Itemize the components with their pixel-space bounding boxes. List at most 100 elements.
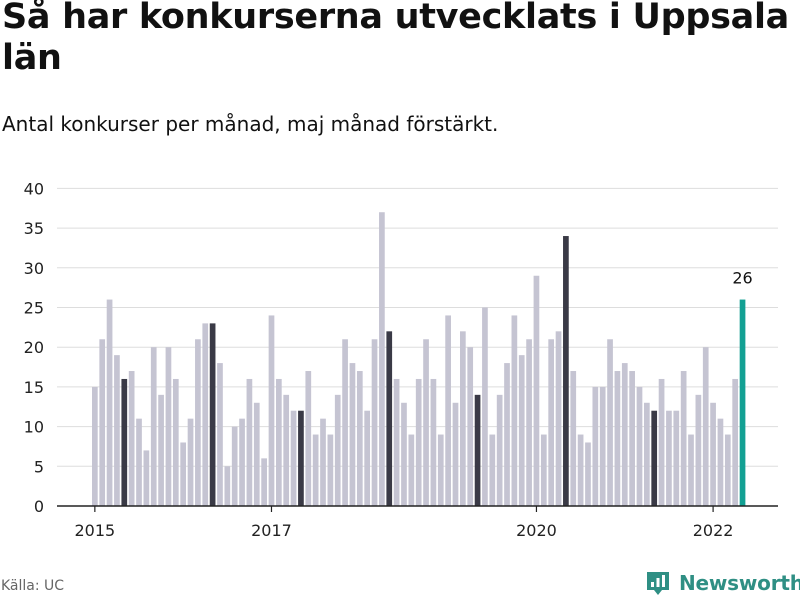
bar <box>305 371 312 506</box>
newsworthy-logo[interactable]: Newsworthy <box>645 568 800 598</box>
bar <box>290 410 297 506</box>
bar <box>364 410 371 506</box>
x-axis <box>57 505 778 512</box>
x-tick-label: 2015 <box>74 521 115 540</box>
bar <box>467 347 474 506</box>
y-tick-label: 30 <box>24 259 44 278</box>
bar <box>489 434 496 506</box>
bar <box>526 339 532 506</box>
bar <box>401 402 407 506</box>
bar <box>253 402 260 506</box>
bar <box>724 434 731 506</box>
bar <box>540 434 547 506</box>
bar <box>629 371 635 506</box>
bar <box>702 347 709 506</box>
bar <box>150 347 157 506</box>
y-tick-label: 40 <box>24 179 44 198</box>
bar <box>673 410 680 506</box>
bar <box>658 378 665 506</box>
bar <box>239 418 245 506</box>
bar <box>666 410 672 506</box>
bar <box>415 378 422 506</box>
bar <box>621 363 628 506</box>
y-tick-label: 0 <box>34 497 44 516</box>
bar <box>518 355 525 506</box>
bar <box>298 410 304 506</box>
bar <box>379 212 385 506</box>
x-tick-label: 2017 <box>251 521 292 540</box>
bar <box>261 458 267 506</box>
bar <box>128 371 135 506</box>
x-tick-label: 2020 <box>516 521 557 540</box>
bar <box>121 378 128 506</box>
bar <box>276 378 282 506</box>
bar <box>607 339 613 506</box>
bar <box>143 450 150 506</box>
bar <box>371 339 378 506</box>
bar <box>180 442 187 506</box>
bar <box>599 386 606 506</box>
bar <box>651 410 658 506</box>
bar <box>224 466 231 506</box>
bar <box>445 315 451 506</box>
y-tick-label: 25 <box>24 299 44 318</box>
bar-chart: 0 5 10 15 20 25 30 35 40 2015 2017 2020 2022 26 <box>24 179 778 540</box>
bar <box>349 363 356 506</box>
bar <box>393 378 400 506</box>
bar <box>430 378 437 506</box>
bar <box>408 434 415 506</box>
bar <box>106 299 113 506</box>
bar <box>246 378 253 506</box>
bar <box>172 378 179 506</box>
bar <box>644 402 650 506</box>
bar <box>732 378 739 506</box>
bar <box>511 315 518 506</box>
bar <box>158 394 164 506</box>
bar <box>386 331 393 506</box>
bar <box>283 394 290 506</box>
bar <box>533 275 540 506</box>
bar <box>268 315 275 506</box>
y-tick-label: 15 <box>24 378 44 397</box>
bar <box>585 442 591 506</box>
bar <box>614 371 621 506</box>
y-tick-label: 10 <box>24 418 44 437</box>
y-tick-label: 20 <box>24 338 44 357</box>
bar <box>680 371 687 506</box>
bar <box>165 347 172 506</box>
chart-subtitle: Antal konkurser per månad, maj månad för… <box>2 112 499 136</box>
bar <box>99 339 106 506</box>
chart-title: Så har konkurserna utvecklats i Uppsala … <box>2 0 789 78</box>
bar <box>92 386 98 506</box>
y-tick-label: 35 <box>24 219 44 238</box>
bar <box>717 418 724 506</box>
bar <box>423 339 429 506</box>
bar <box>548 339 555 506</box>
bar <box>688 434 694 506</box>
bar <box>563 236 569 506</box>
newsworthy-logo-icon <box>647 572 669 595</box>
bar <box>636 386 643 506</box>
bar <box>327 434 334 506</box>
latest-value-label: 26 <box>732 269 752 288</box>
bar <box>710 402 716 506</box>
bar <box>187 418 194 506</box>
bar <box>555 331 562 506</box>
brand-name: Newsworthy <box>679 571 800 595</box>
bar <box>437 434 444 506</box>
bars <box>92 212 746 506</box>
bar <box>695 394 702 506</box>
bar <box>739 299 746 506</box>
bar <box>460 331 466 506</box>
bar <box>356 371 363 506</box>
bar <box>114 355 120 506</box>
bar <box>136 418 142 506</box>
bar <box>312 434 319 506</box>
bar <box>577 434 584 506</box>
y-tick-label: 5 <box>34 457 44 476</box>
bar <box>592 386 599 506</box>
x-tick-label: 2022 <box>693 521 734 540</box>
bar <box>482 307 488 506</box>
bar <box>320 418 326 506</box>
bar <box>570 371 577 506</box>
